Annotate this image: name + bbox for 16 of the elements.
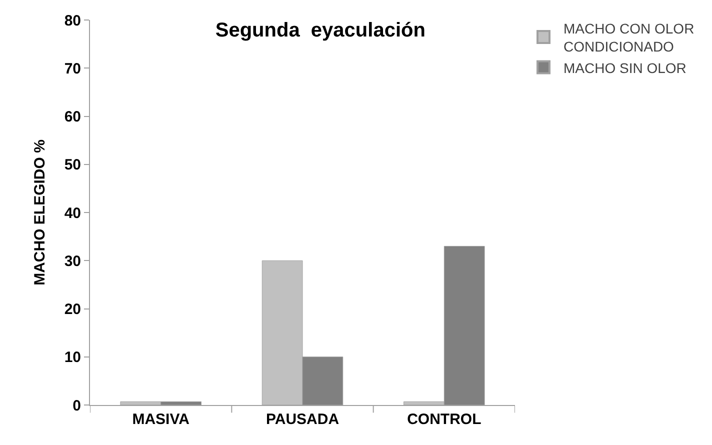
chart-title: Segunda eyaculación <box>215 19 426 42</box>
y-tick-label: 80 <box>64 12 81 30</box>
y-tick-label: 60 <box>64 108 81 126</box>
y-tick-label: 40 <box>64 204 81 222</box>
legend-label: MACHO CON OLOR CONDICIONADO <box>564 20 694 55</box>
y-tick-label: 30 <box>64 252 81 270</box>
legend-label: MACHO SIN OLOR <box>564 60 686 76</box>
x-tick-label: PAUSADA <box>266 411 340 428</box>
y-tick-label: 10 <box>64 349 81 366</box>
y-tick-label: 70 <box>64 60 81 78</box>
x-tick-label: CONTROL <box>407 411 482 428</box>
y-tick-label: 20 <box>64 301 81 318</box>
y-tick-label: 0 <box>72 397 81 414</box>
y-axis-title: MACHO ELEGIDO % <box>32 140 49 286</box>
x-tick-label: MASIVA <box>132 411 190 428</box>
y-tick-label: 50 <box>64 156 81 174</box>
